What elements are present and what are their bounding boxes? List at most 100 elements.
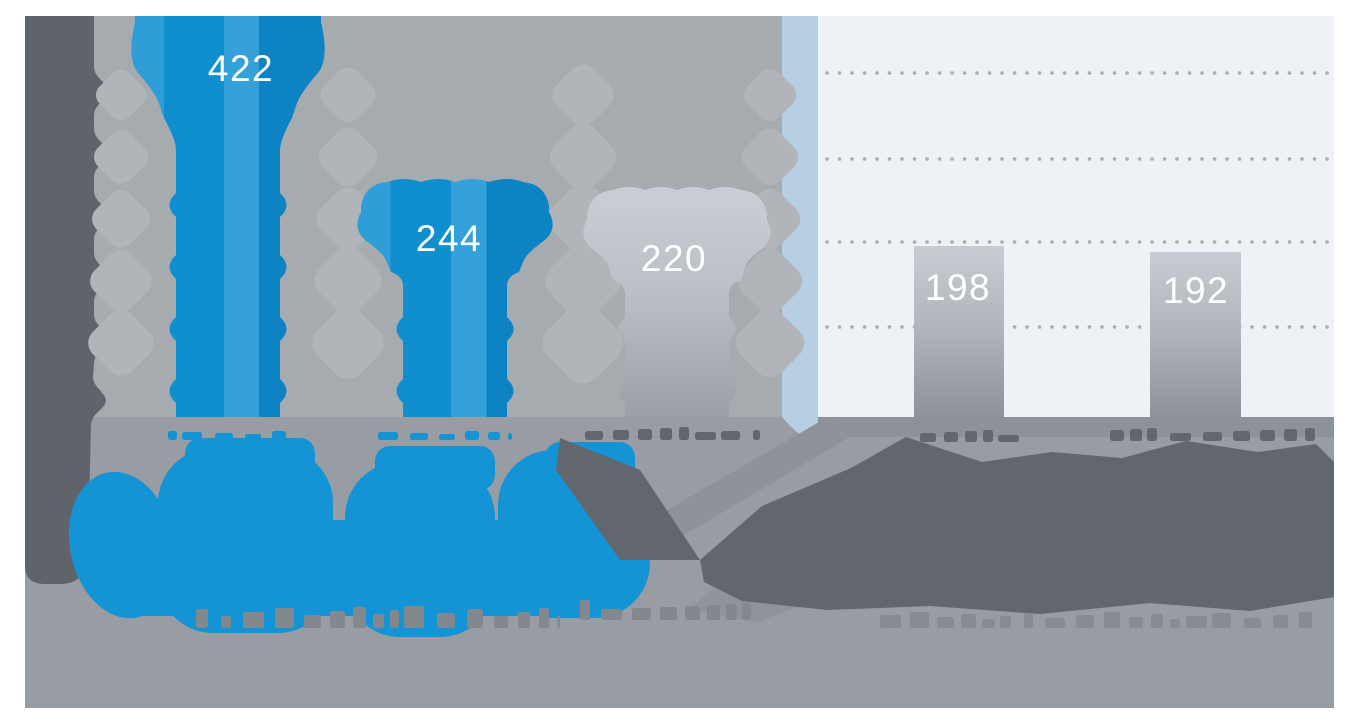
text-fragment [245, 434, 261, 440]
diamond-shape [318, 127, 378, 187]
text-fragment [353, 607, 366, 628]
text-fragment [494, 616, 508, 628]
text-fragment [1076, 615, 1094, 628]
text-fragment [330, 611, 345, 628]
diamond-shape [92, 190, 150, 248]
text-fragment [467, 609, 483, 628]
text-fragment [965, 431, 977, 442]
text-fragment [1233, 431, 1250, 441]
text-fragment [585, 431, 603, 440]
text-fragment [1203, 432, 1222, 441]
bar-198 [914, 246, 1004, 417]
text-fragment [1129, 617, 1143, 628]
bar-value-label-1: 422 [207, 48, 275, 89]
text-fragment [1186, 616, 1207, 628]
text-fragment [695, 432, 716, 440]
grid-panel [818, 16, 1334, 417]
text-fragment [1110, 430, 1124, 441]
diamond-shape [735, 308, 805, 378]
bar-192 [1150, 252, 1241, 417]
text-fragment [275, 608, 294, 628]
text-fragment [1305, 428, 1315, 441]
text-fragment [557, 615, 560, 628]
text-fragment [215, 433, 233, 440]
text-fragment [1170, 619, 1180, 628]
text-fragment [1130, 429, 1142, 441]
pictogram-bar-220 [583, 187, 771, 417]
text-fragment [243, 612, 264, 628]
text-fragment [721, 431, 740, 440]
text-fragment [1104, 612, 1120, 628]
diamond-shape [95, 69, 147, 121]
text-fragment [508, 433, 512, 440]
text-fragment [1024, 613, 1033, 628]
text-fragment [378, 432, 398, 440]
text-fragment [910, 612, 929, 628]
text-fragment [707, 605, 720, 620]
diamond-shape [320, 67, 376, 123]
diamond-shape [741, 128, 799, 186]
text-fragment [742, 603, 751, 620]
text-fragment [880, 615, 901, 628]
diamond-shape [88, 310, 154, 376]
pictogram-bar-244 [357, 179, 553, 417]
text-fragment [539, 608, 549, 628]
text-fragment [465, 431, 479, 440]
bar-value-label-5: 192 [1162, 270, 1230, 311]
dark-axis-column [25, 16, 109, 584]
text-fragment [1299, 612, 1312, 628]
text-fragment [660, 428, 672, 440]
text-fragment [221, 616, 231, 628]
text-fragment [920, 433, 936, 442]
illegible-text-fragments [168, 427, 1315, 628]
bar-value-label-3: 220 [640, 238, 708, 279]
diamond-shape [545, 243, 621, 319]
text-fragment [437, 613, 455, 628]
text-fragment [580, 600, 590, 620]
bar-value-label-2: 244 [415, 218, 483, 259]
text-fragment [685, 606, 700, 620]
diamond-shape [314, 247, 382, 315]
text-fragment [196, 609, 208, 628]
text-fragment [1147, 428, 1157, 441]
text-fragment [961, 614, 976, 628]
diamond-shape [743, 68, 797, 122]
text-fragment [1212, 613, 1231, 628]
diamond-shape [549, 123, 617, 191]
diamond-shape [312, 307, 384, 379]
text-fragment [944, 432, 958, 442]
pictogram-bar-422 [131, 16, 325, 417]
text-fragment [168, 431, 177, 440]
text-fragment [182, 432, 202, 440]
text-fragment [613, 430, 629, 440]
text-fragment [488, 432, 500, 440]
text-fragment [1170, 433, 1191, 441]
text-fragment [937, 617, 954, 628]
text-fragment [983, 430, 993, 442]
under-panel-shadow-band [818, 417, 1334, 437]
diamond-shape [90, 250, 152, 312]
text-fragment [1284, 429, 1297, 441]
text-fragment [660, 607, 677, 620]
bar-value-label-4: 198 [924, 267, 992, 308]
text-fragment [679, 427, 689, 440]
text-fragment [1244, 618, 1261, 628]
text-fragment [982, 619, 995, 628]
text-fragment [390, 610, 399, 628]
text-fragment [998, 435, 1019, 442]
text-fragment [1000, 616, 1011, 628]
garbled-dark-callout-text [556, 437, 1334, 614]
text-fragment [304, 615, 321, 628]
text-fragment [373, 614, 384, 628]
text-fragment [410, 433, 428, 440]
text-fragment [1151, 614, 1163, 628]
text-fragment [632, 608, 651, 620]
diamond-shape [552, 64, 614, 126]
text-fragment [601, 609, 622, 620]
text-fragment [753, 430, 760, 440]
text-fragment [439, 434, 455, 440]
gray-bars [914, 246, 1241, 417]
text-fragment [638, 429, 652, 440]
